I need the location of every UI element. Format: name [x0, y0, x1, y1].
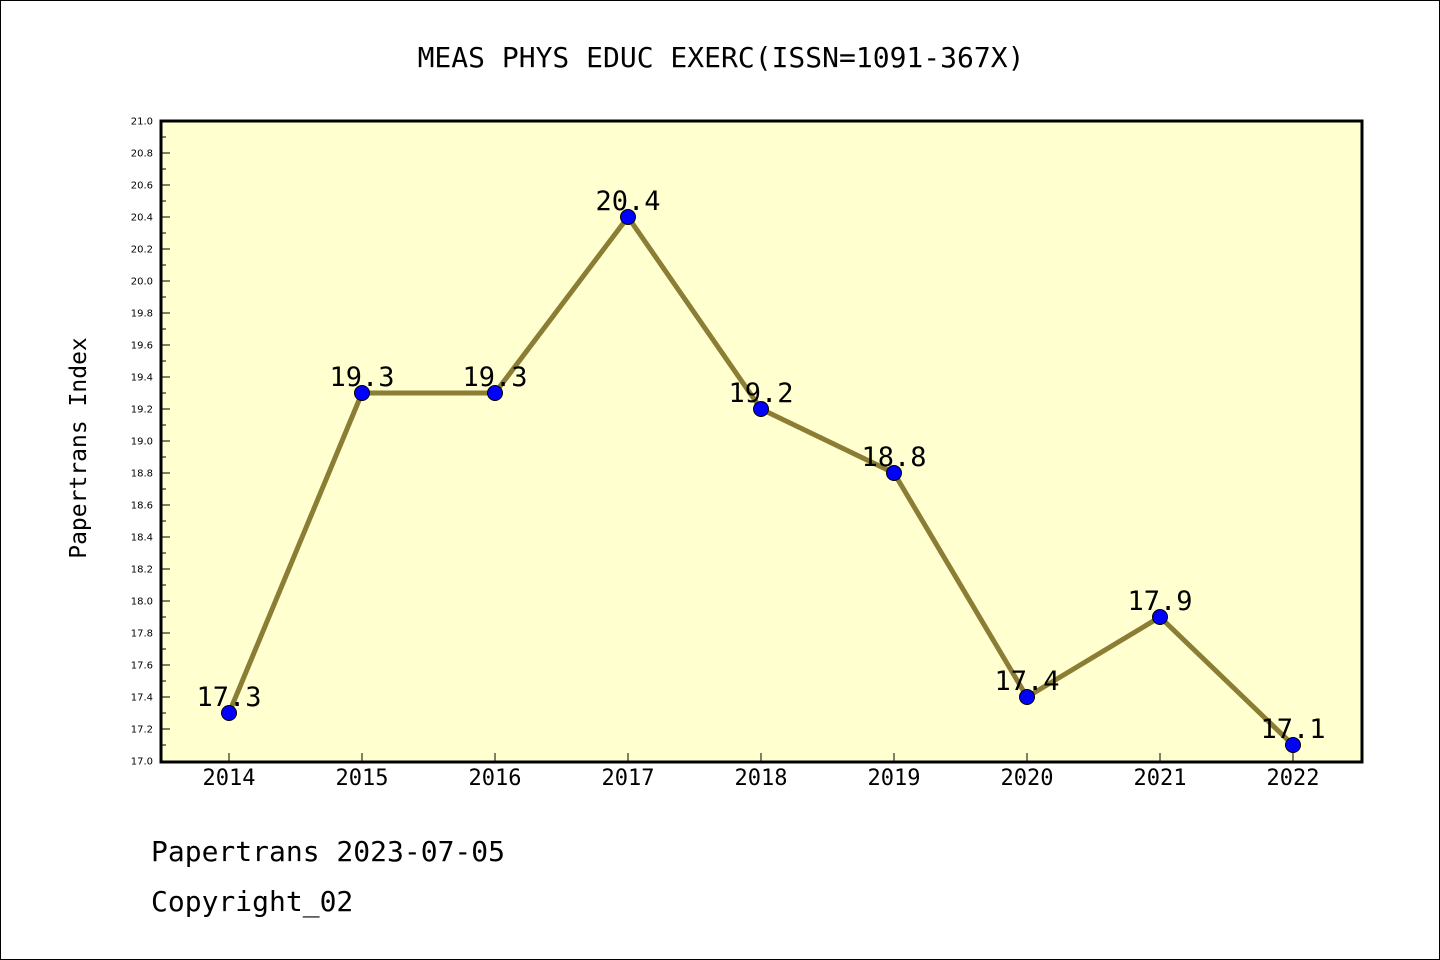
x-tick-label: 2015	[336, 766, 389, 791]
data-label: 17.4	[994, 666, 1059, 697]
y-tick-label: 20.6	[131, 181, 153, 192]
x-tick-label: 2020	[1001, 766, 1054, 791]
y-tick-label: 18.2	[131, 565, 153, 576]
y-tick-label: 18.4	[131, 533, 153, 544]
data-label: 20.4	[595, 186, 660, 217]
data-label: 19.2	[728, 378, 793, 409]
data-point-marker	[1285, 737, 1301, 753]
data-point-marker	[886, 465, 902, 481]
y-tick-label: 18.8	[131, 469, 153, 480]
data-label: 19.3	[462, 362, 527, 393]
y-tick-label: 19.2	[131, 405, 153, 416]
data-point-marker	[1152, 609, 1168, 625]
y-tick-label: 17.0	[131, 757, 153, 768]
y-tick-label: 17.4	[131, 693, 153, 704]
y-tick-label: 20.4	[131, 213, 153, 224]
y-tick-label: 18.6	[131, 501, 153, 512]
plot-area	[159, 119, 1364, 764]
x-tick-label: 2016	[469, 766, 522, 791]
y-tick-label: 20.0	[131, 277, 153, 288]
y-tick-label: 19.0	[131, 437, 153, 448]
y-tick-label: 21.0	[131, 117, 153, 128]
y-tick-label: 20.2	[131, 245, 153, 256]
data-label: 17.9	[1127, 586, 1192, 617]
data-point-marker	[1019, 689, 1035, 705]
x-tick-label: 2018	[735, 766, 788, 791]
y-tick-label: 18.0	[131, 597, 153, 608]
y-tick-label: 17.2	[131, 725, 153, 736]
data-point-marker	[620, 209, 636, 225]
data-point-marker	[753, 401, 769, 417]
x-tick-label: 2019	[868, 766, 921, 791]
footer-date-text: Papertrans 2023-07-05	[151, 835, 506, 868]
data-label: 17.3	[196, 682, 261, 713]
y-tick-label: 17.6	[131, 661, 153, 672]
footer-copyright-text: Copyright_02	[151, 885, 354, 918]
y-tick-label: 19.4	[131, 373, 153, 384]
data-label: 18.8	[861, 442, 926, 473]
y-tick-label: 17.8	[131, 629, 153, 640]
y-axis-label: Papertrans Index	[66, 337, 92, 559]
data-point-marker	[487, 385, 503, 401]
series-layer: 17.3 19.3 19.3 20.4 19.2 18.8 17.4 17.9 17.1	[196, 186, 1326, 753]
chart-title: MEAS PHYS EDUC EXERC(ISSN=1091-367X)	[418, 41, 1025, 74]
data-label: 19.3	[329, 362, 394, 393]
x-tick-label: 2014	[203, 766, 256, 791]
x-tick-label: 2022	[1267, 766, 1320, 791]
y-tick-label: 20.8	[131, 149, 153, 160]
x-tick-label: 2017	[602, 766, 655, 791]
x-axis: 2014 2015 2016 2017 2018 2019 2020 2021 2022	[203, 753, 1320, 791]
x-tick-label: 2021	[1134, 766, 1187, 791]
data-point-marker	[354, 385, 370, 401]
y-tick-label: 19.6	[131, 341, 153, 352]
y-axis: 17.0 17.2 17.4 17.6 17.8 18.0 18.2 18.4 18.6 18.8…	[131, 117, 170, 768]
y-tick-label: 19.8	[131, 309, 153, 320]
data-label: 17.1	[1260, 714, 1325, 745]
data-point-marker	[221, 705, 237, 721]
